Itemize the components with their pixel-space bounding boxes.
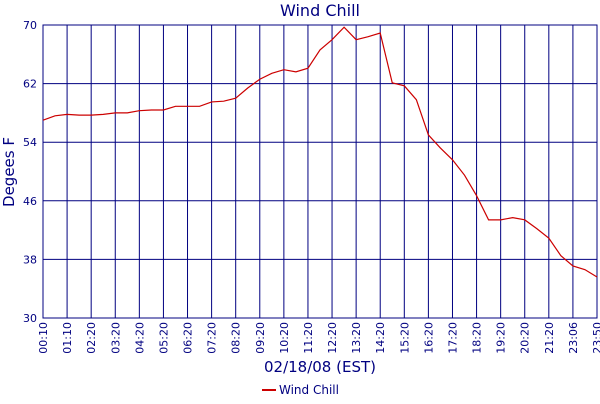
x-tick-label: 19:20 [495, 322, 508, 354]
line [42, 26, 598, 278]
y-tick-label: 54 [23, 136, 37, 149]
y-tick-label: 38 [23, 253, 37, 266]
x-tick-label: 23:06 [567, 322, 580, 354]
x-tick-label: 05:20 [157, 322, 170, 354]
x-tick-label: 06:20 [182, 322, 195, 354]
x-tick-label: 02:20 [85, 322, 98, 354]
x-tick-label: 01:10 [61, 322, 74, 354]
x-tick-label: 15:20 [398, 322, 411, 354]
x-tick-label: 20:20 [519, 322, 532, 354]
chart-title: Wind Chill [280, 1, 360, 20]
x-tick-label: 17:20 [446, 322, 459, 354]
y-tick-label: 62 [23, 78, 37, 91]
x-tick-label: 12:20 [326, 322, 339, 354]
x-tick-label: 00:10 [37, 322, 50, 354]
x-tick-label: 14:20 [374, 322, 387, 354]
x-axis-title: 02/18/08 (EST) [264, 358, 376, 376]
x-tick-label: 23:50 [591, 322, 600, 354]
x-tick-label: 09:20 [254, 322, 267, 354]
x-tick-label: 13:20 [350, 322, 363, 354]
y-tick-label: 46 [23, 195, 37, 208]
legend-label: Wind Chill [279, 383, 339, 397]
x-tick-label: 04:20 [133, 322, 146, 354]
y-tick-label: 70 [23, 19, 37, 32]
x-tick-label: 07:20 [206, 322, 219, 354]
x-tick-label: 21:20 [543, 322, 556, 354]
x-tick-label: 18:20 [471, 322, 484, 354]
x-tick-label: 08:20 [230, 322, 243, 354]
x-tick-label: 03:20 [109, 322, 122, 354]
plot-area [42, 24, 598, 319]
y-tick-label: 30 [23, 312, 37, 325]
x-tick-label: 16:20 [422, 322, 435, 354]
x-tick-label: 11:20 [302, 322, 315, 354]
x-tick-label: 10:20 [278, 322, 291, 354]
y-axis-title: Degees F [0, 137, 18, 207]
